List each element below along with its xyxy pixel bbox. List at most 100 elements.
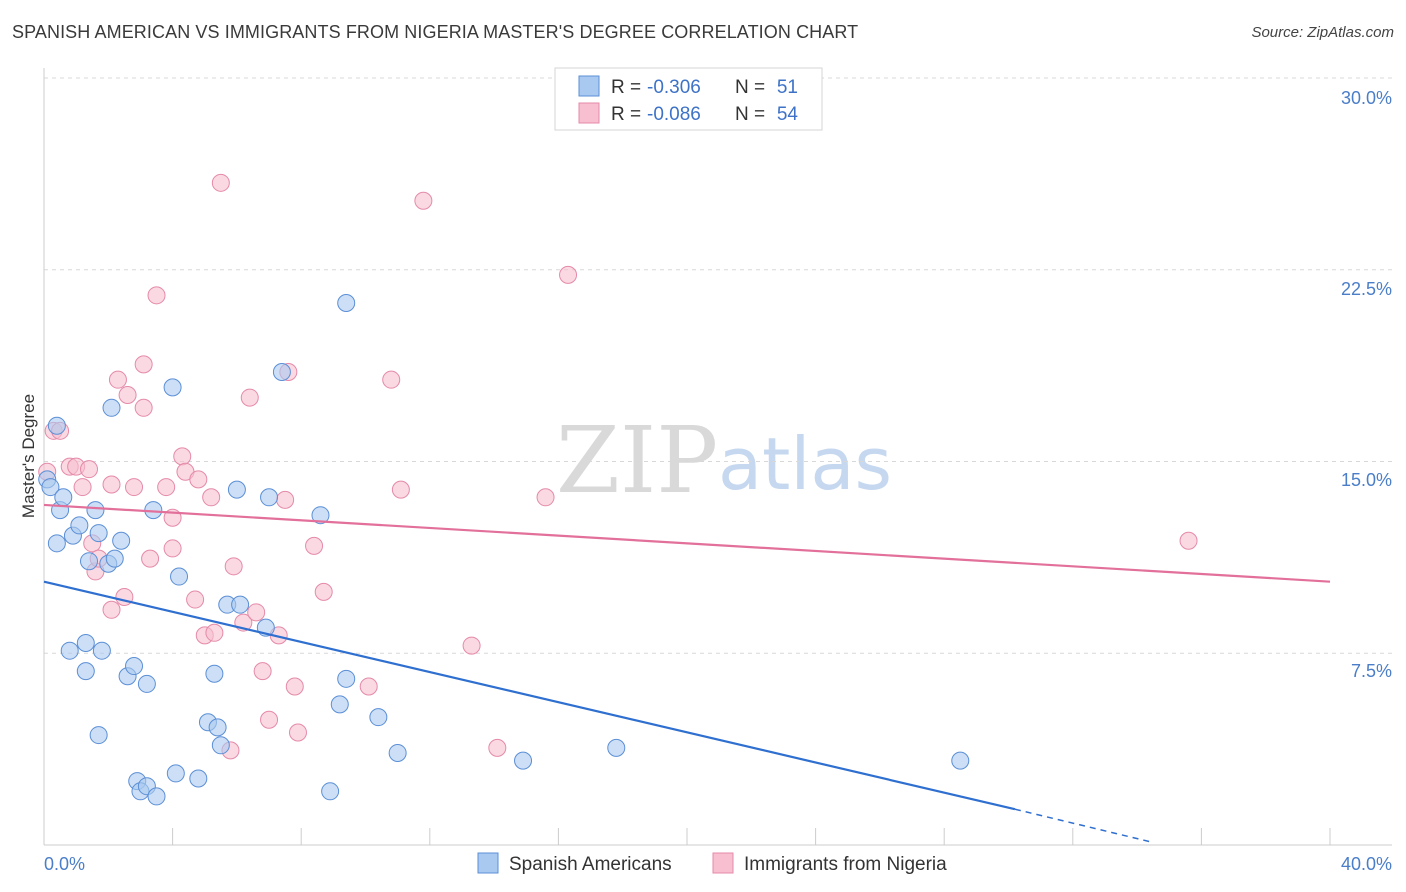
nigeria-point-43: [314, 582, 333, 601]
trend-line-spanish: [43, 580, 1016, 811]
spanish-point-25: [205, 664, 224, 683]
nigeria-point-19: [147, 286, 166, 305]
spanish-point-13: [112, 531, 131, 550]
bottom-legend-label-nigeria: Immigrants from Nigeria: [744, 854, 947, 875]
nigeria-point-48: [462, 636, 481, 655]
spanish-point-15: [163, 378, 182, 397]
spanish-point-10: [86, 501, 105, 520]
nigeria-point-5: [73, 478, 92, 497]
stats-legend: R = -0.306 N = 51 R = -0.086 N = 54: [554, 67, 823, 131]
spanish-point-31: [260, 488, 279, 507]
nigeria-point-31: [224, 557, 243, 576]
x-tick-label-min: 0.0%: [44, 854, 85, 874]
spanish-point-51: [951, 751, 970, 770]
spanish-point-7: [70, 516, 89, 535]
spanish-point-41: [89, 726, 108, 745]
nigeria-point-26: [189, 470, 208, 489]
nigeria-point-40: [285, 677, 304, 696]
nigeria-point-12: [108, 370, 127, 389]
nigeria-point-22: [163, 539, 182, 558]
source-credit: Source: ZipAtlas.com: [1251, 24, 1394, 41]
nigeria-point-41: [288, 723, 307, 742]
y-tick-label-7-5: 7.5%: [1351, 661, 1392, 681]
spanish-point-24: [137, 674, 156, 693]
spanish-point-33: [337, 293, 356, 312]
y-tick-label-22-5: 22.5%: [1341, 279, 1392, 299]
spanish-point-46: [166, 764, 185, 783]
spanish-point-19: [76, 634, 95, 653]
bottom-legend-label-spanish: Spanish Americans: [509, 854, 672, 875]
watermark-atlas: atlas: [718, 422, 892, 506]
trend-line-nigeria: [43, 503, 1331, 583]
spanish-point-16: [170, 567, 189, 586]
trend-lines: [43, 503, 1331, 844]
x-tick-marks: [43, 828, 1331, 845]
legend-n-value-2: 54: [777, 104, 799, 125]
spanish-point-14: [102, 398, 121, 417]
spanish-point-34: [330, 695, 349, 714]
nigeria-point-33: [240, 388, 259, 407]
nigeria-point-51: [559, 265, 578, 284]
bottom-legend-swatch-blue: [477, 852, 499, 874]
nigeria-point-23: [173, 447, 192, 466]
spanish-point-8: [89, 524, 108, 543]
spanish-point-4: [54, 488, 73, 507]
nigeria-point-6: [80, 460, 99, 479]
nigeria-point-47: [414, 191, 433, 210]
spanish-point-37: [388, 743, 407, 762]
y-tick-label-30: 30.0%: [1341, 88, 1392, 108]
spanish-point-18: [60, 641, 79, 660]
spanish-point-20: [76, 662, 95, 681]
nigeria-point-49: [488, 738, 507, 757]
spanish-point-47: [189, 769, 208, 788]
spanish-point-45: [147, 787, 166, 806]
nigeria-point-38: [276, 490, 295, 509]
nigeria-point-28: [202, 488, 221, 507]
spanish-point-28: [227, 480, 246, 499]
nigeria-point-36: [260, 710, 279, 729]
y-axis-label: Master's Degree: [19, 394, 38, 518]
legend-r-value-2: -0.086: [647, 104, 701, 125]
nigeria-point-45: [382, 370, 401, 389]
nigeria-point-15: [125, 478, 144, 497]
trend-line-spanish-extension: [1014, 808, 1154, 844]
legend-swatch-pink: [578, 102, 600, 124]
nigeria-point-35: [253, 662, 272, 681]
x-tick-label-max: 40.0%: [1341, 854, 1392, 874]
nigeria-point-42: [305, 536, 324, 555]
series-spanish-points: [38, 293, 970, 806]
nigeria-point-46: [391, 480, 410, 499]
spanish-point-30: [272, 363, 291, 382]
nigeria-point-20: [157, 478, 176, 497]
legend-swatch-blue: [578, 75, 600, 97]
axes: [43, 68, 1392, 846]
bottom-legend-swatch-pink: [712, 852, 734, 874]
spanish-point-40: [211, 736, 230, 755]
spanish-point-27: [231, 595, 250, 614]
watermark-zip: ZIP: [556, 407, 718, 514]
spanish-point-21: [92, 641, 111, 660]
nigeria-point-25: [186, 590, 205, 609]
gridlines: [44, 77, 1392, 654]
legend-n-value-1: 51: [777, 77, 798, 98]
nigeria-point-29: [205, 623, 224, 642]
nigeria-point-10: [102, 475, 121, 494]
spanish-point-39: [208, 718, 227, 737]
nigeria-point-53: [1179, 531, 1198, 550]
legend-r-label-1: R =: [611, 77, 641, 98]
spanish-point-23: [125, 657, 144, 676]
nigeria-point-14: [118, 386, 137, 405]
chart-title: SPANISH AMERICAN VS IMMIGRANTS FROM NIGE…: [12, 22, 859, 42]
spanish-point-48: [321, 782, 340, 801]
nigeria-point-44: [359, 677, 378, 696]
nigeria-point-50: [536, 488, 555, 507]
spanish-point-1: [41, 478, 60, 497]
legend-r-value-1: -0.306: [647, 77, 701, 98]
spanish-point-36: [369, 708, 388, 727]
nigeria-point-34: [247, 603, 266, 622]
spanish-point-32: [311, 506, 330, 525]
nigeria-point-16: [134, 355, 153, 374]
spanish-point-2: [47, 416, 66, 435]
